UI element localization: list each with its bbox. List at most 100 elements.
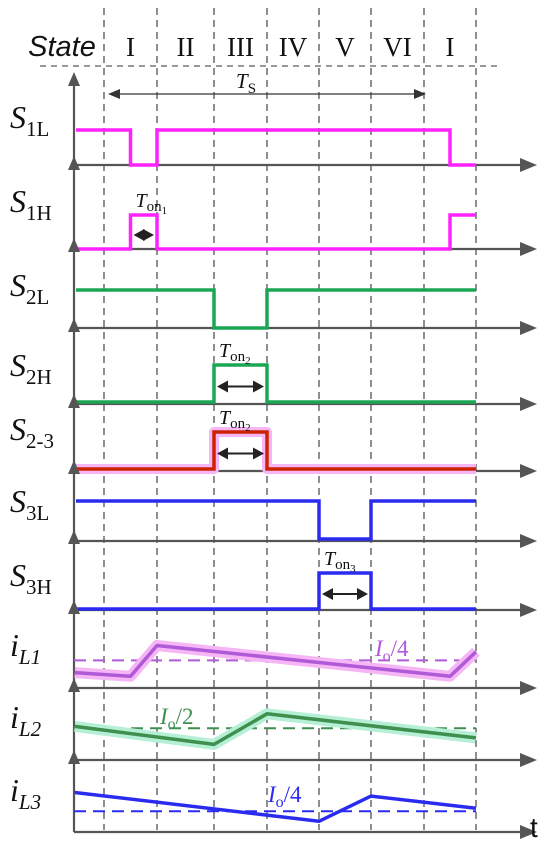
- s3l-label: S3L: [10, 483, 49, 525]
- s2l-value-axis-arrow: [68, 238, 80, 252]
- s3h-ton-label-subsub: 3: [350, 563, 356, 575]
- s3h-value-axis-arrow: [68, 530, 80, 544]
- s1h-time-axis-arrow: [520, 242, 537, 256]
- s1h-ton-label-subsub: 1: [162, 205, 168, 217]
- s1l-waveform: [76, 128, 476, 167]
- il3-average-label-rest: /4: [284, 782, 302, 807]
- s3l-value-axis-arrow: [68, 460, 80, 474]
- il3-label: iL3: [10, 772, 41, 814]
- s23-waveform: [76, 430, 476, 471]
- s3h-label-sub: 3H: [26, 575, 52, 599]
- s1h-ton-label-sub: on: [147, 199, 163, 215]
- il1-average-label-sub: o: [383, 648, 391, 665]
- il2-time-axis-arrow: [520, 753, 537, 767]
- s2l-label-sub: 2L: [26, 285, 49, 309]
- il2-label-base: i: [10, 699, 19, 735]
- trace-s1h: S1H Ton1: [10, 156, 537, 256]
- il3-time-axis-arrow: [520, 825, 537, 839]
- il3-average-label: Io/4: [267, 782, 302, 811]
- s3h-ton-arrow-left-head: [322, 588, 333, 600]
- il1-label: iL1: [10, 627, 41, 669]
- state-header-row: State I II III IV V VI I: [28, 31, 454, 63]
- s23-ton-arrow-right-head: [253, 447, 264, 460]
- state-interval-label: VI: [383, 32, 412, 62]
- s2l-waveform: [76, 288, 476, 330]
- s1l-label-base: S: [10, 99, 26, 135]
- s1h-ton-label-base: T: [136, 190, 149, 212]
- s1h-ton-arrow-right-head: [143, 229, 154, 241]
- il3-value-axis-arrow: [68, 750, 80, 764]
- trace-il3: iL3 Io/4: [10, 750, 537, 839]
- trace-il2: iL2 Io/2: [10, 678, 537, 767]
- s3h-ton-label: Ton3: [324, 548, 356, 575]
- trace-s3l: S3L: [10, 460, 537, 548]
- il1-time-axis-arrow: [520, 681, 537, 695]
- state-interval-label: V: [335, 32, 355, 62]
- s23-label: S2-3: [10, 411, 54, 453]
- s23-waveform-halo: [76, 427, 476, 474]
- s1l-label: S1L: [10, 99, 49, 141]
- s23-ton-arrow-left-head: [217, 447, 228, 460]
- state-interval-label: III: [227, 32, 254, 62]
- s3h-ton-label-sub: on: [335, 557, 351, 573]
- s2h-ton-arrow-left-head: [217, 380, 228, 393]
- state-interval-label: IV: [279, 32, 308, 62]
- s2h-ton-label-sub: on: [230, 349, 246, 365]
- il3-waveform: [74, 790, 477, 824]
- il1-label-sub: L1: [18, 645, 41, 669]
- s2h-ton-arrow-right-head: [253, 380, 264, 393]
- period-annotation: TS: [108, 69, 426, 99]
- s1h-ton-label: Ton1: [136, 190, 168, 217]
- il2-average-label-base: I: [159, 704, 169, 729]
- s2h-waveform: [76, 363, 476, 404]
- state-interval-label: I: [446, 32, 455, 62]
- s3l-waveform: [76, 499, 476, 541]
- period-label: TS: [236, 69, 256, 97]
- il3-label-sub: L3: [18, 790, 41, 814]
- period-label-sub: S: [248, 81, 256, 97]
- s3h-ton-label-base: T: [324, 548, 337, 570]
- s2h-ton-label: Ton2: [219, 340, 251, 367]
- s2h-ton-label-subsub: 2: [245, 355, 251, 367]
- il2-value-axis-arrow: [68, 678, 80, 692]
- il2-average-label-sub: o: [168, 716, 176, 733]
- s1l-value-axis-arrow: [68, 72, 80, 86]
- il2-average-label-rest: /2: [176, 704, 194, 729]
- s3l-label-base: S: [10, 483, 26, 519]
- s3h-waveform: [76, 571, 476, 611]
- s2h-ton-label-base: T: [219, 340, 232, 362]
- state-interval-label: II: [177, 32, 195, 62]
- s23-label-base: S: [10, 411, 26, 447]
- s1h-ton-arrow-left-head: [133, 229, 145, 241]
- il2-label-sub: L2: [18, 717, 42, 741]
- s3l-label-sub: 3L: [26, 501, 49, 525]
- s1l-label-sub: 1L: [26, 117, 49, 141]
- il2-label: iL2: [10, 699, 42, 741]
- s2h-value-axis-arrow: [68, 318, 80, 332]
- il3-label-base: i: [10, 772, 19, 808]
- state-interval-labels: I II III IV V VI I: [126, 32, 455, 62]
- trace-il1: iL1 Io/4: [10, 600, 537, 695]
- trace-s23: S2-3 Ton2: [10, 394, 537, 478]
- trace-s2h: S2H Ton2: [10, 318, 537, 411]
- state-interval-label: I: [126, 32, 135, 62]
- s23-label-sub: 2-3: [26, 429, 54, 453]
- s1h-label: S1H: [10, 183, 52, 225]
- trace-s3h: S3H Ton3: [10, 530, 537, 617]
- time-axis-label: t: [530, 812, 538, 843]
- il2-average-label: Io/2: [159, 704, 194, 733]
- il1-waveform: [74, 643, 478, 679]
- s2h-time-axis-arrow: [520, 397, 537, 411]
- s23-ton-label: Ton2: [219, 407, 251, 434]
- s23-value-axis-arrow: [68, 394, 80, 408]
- period-label-base: T: [236, 69, 249, 93]
- s1h-label-sub: 1H: [26, 201, 52, 225]
- il3-average-label-base: I: [267, 782, 277, 807]
- s3h-time-axis-arrow: [520, 603, 537, 617]
- il1-label-base: i: [10, 627, 19, 663]
- s3l-time-axis-arrow: [520, 534, 537, 548]
- s3h-label-base: S: [10, 557, 26, 593]
- s2l-time-axis-arrow: [520, 321, 537, 335]
